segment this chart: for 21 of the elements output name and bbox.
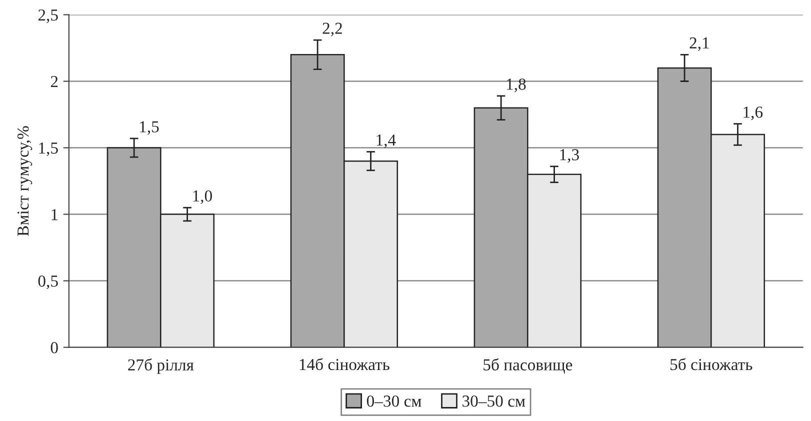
y-axis-title: Вміст гумусу,% [17, 126, 32, 236]
data-label: 2,2 [322, 22, 342, 36]
x-tick-label: 14б сіножать [300, 358, 390, 370]
data-label: 1,0 [193, 190, 212, 204]
data-label: 1,8 [507, 78, 526, 92]
y-tick-label: 2,5 [38, 9, 58, 24]
x-tick-label: 27б рілля [128, 358, 194, 374]
y-tick-label: 0,5 [38, 276, 58, 290]
y-tick-label: 1,5 [39, 142, 58, 156]
y-tick-label: 1 [52, 209, 58, 220]
y-tick-label: 0 [50, 342, 58, 354]
legend-label: 30–50 см [462, 396, 526, 407]
data-label: 2,1 [690, 37, 709, 51]
legend-label: 0–30 см [366, 396, 422, 407]
x-tick-label: 5б пасовище [484, 358, 572, 374]
y-tick-label: 2 [50, 76, 58, 88]
x-tick-label: 5б сіножать [670, 358, 752, 370]
data-label: 1,3 [560, 149, 579, 163]
data-label: 1,4 [376, 134, 396, 148]
data-label: 1,6 [744, 106, 763, 120]
data-label: 1,5 [140, 121, 159, 135]
